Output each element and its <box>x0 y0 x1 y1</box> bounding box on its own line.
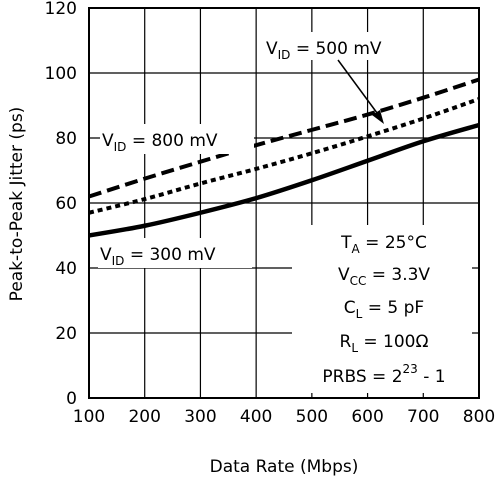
x-tick-label: 300 <box>184 407 216 427</box>
series-line-dotted <box>88 97 480 215</box>
y-tick-label: 100 <box>45 64 77 84</box>
y-tick-label: 120 <box>45 0 77 19</box>
x-tick-label: 800 <box>463 407 495 427</box>
y-tick-label: 20 <box>55 324 77 344</box>
x-tick-label: 500 <box>296 407 328 427</box>
series-line-solid <box>88 122 480 238</box>
x-tick-label: 200 <box>128 407 160 427</box>
pointer-arrow-500 <box>372 110 384 124</box>
y-tick-label: 80 <box>55 129 77 149</box>
tick-labels: 100 200 300 400 500 600 700 800 0 20 40 60 80 100 120 <box>45 0 496 427</box>
x-tick-label: 700 <box>407 407 439 427</box>
label-bg-300 <box>98 238 252 268</box>
condition-ta: TA = 25°C <box>340 233 427 256</box>
condition-prbs: PRBS = 223 - 1 <box>322 362 445 387</box>
label-vid-300: VID = 300 mV <box>100 245 216 268</box>
x-tick-label: 600 <box>351 407 383 427</box>
label-bg-800 <box>100 124 254 154</box>
condition-rl: RL = 100Ω <box>340 332 429 355</box>
label-bg-500 <box>262 32 412 60</box>
condition-vcc: VCC = 3.3V <box>338 265 430 288</box>
conditions: TA = 25°C VCC = 3.3V CL = 5 pF RL = 100Ω… <box>322 233 445 387</box>
x-axis-label: Data Rate (Mbps) <box>210 457 359 477</box>
condition-cl: CL = 5 pF <box>344 298 424 321</box>
series-line-dashed <box>88 77 480 199</box>
y-tick-label: 40 <box>55 259 77 279</box>
series-lines <box>88 77 480 238</box>
x-tick-label: 100 <box>73 407 105 427</box>
y-tick-label: 60 <box>55 194 77 214</box>
label-vid-500: VID = 500 mV <box>266 39 382 62</box>
label-vid-800: VID = 800 mV <box>102 131 218 154</box>
pointer-line-500 <box>337 59 381 118</box>
y-axis-label: Peak-to-Peak Jitter (ps) <box>7 107 27 302</box>
plot-frame <box>88 7 480 399</box>
x-tick-label: 400 <box>240 407 272 427</box>
y-tick-label: 0 <box>66 389 77 409</box>
conditions-bg <box>292 225 472 393</box>
